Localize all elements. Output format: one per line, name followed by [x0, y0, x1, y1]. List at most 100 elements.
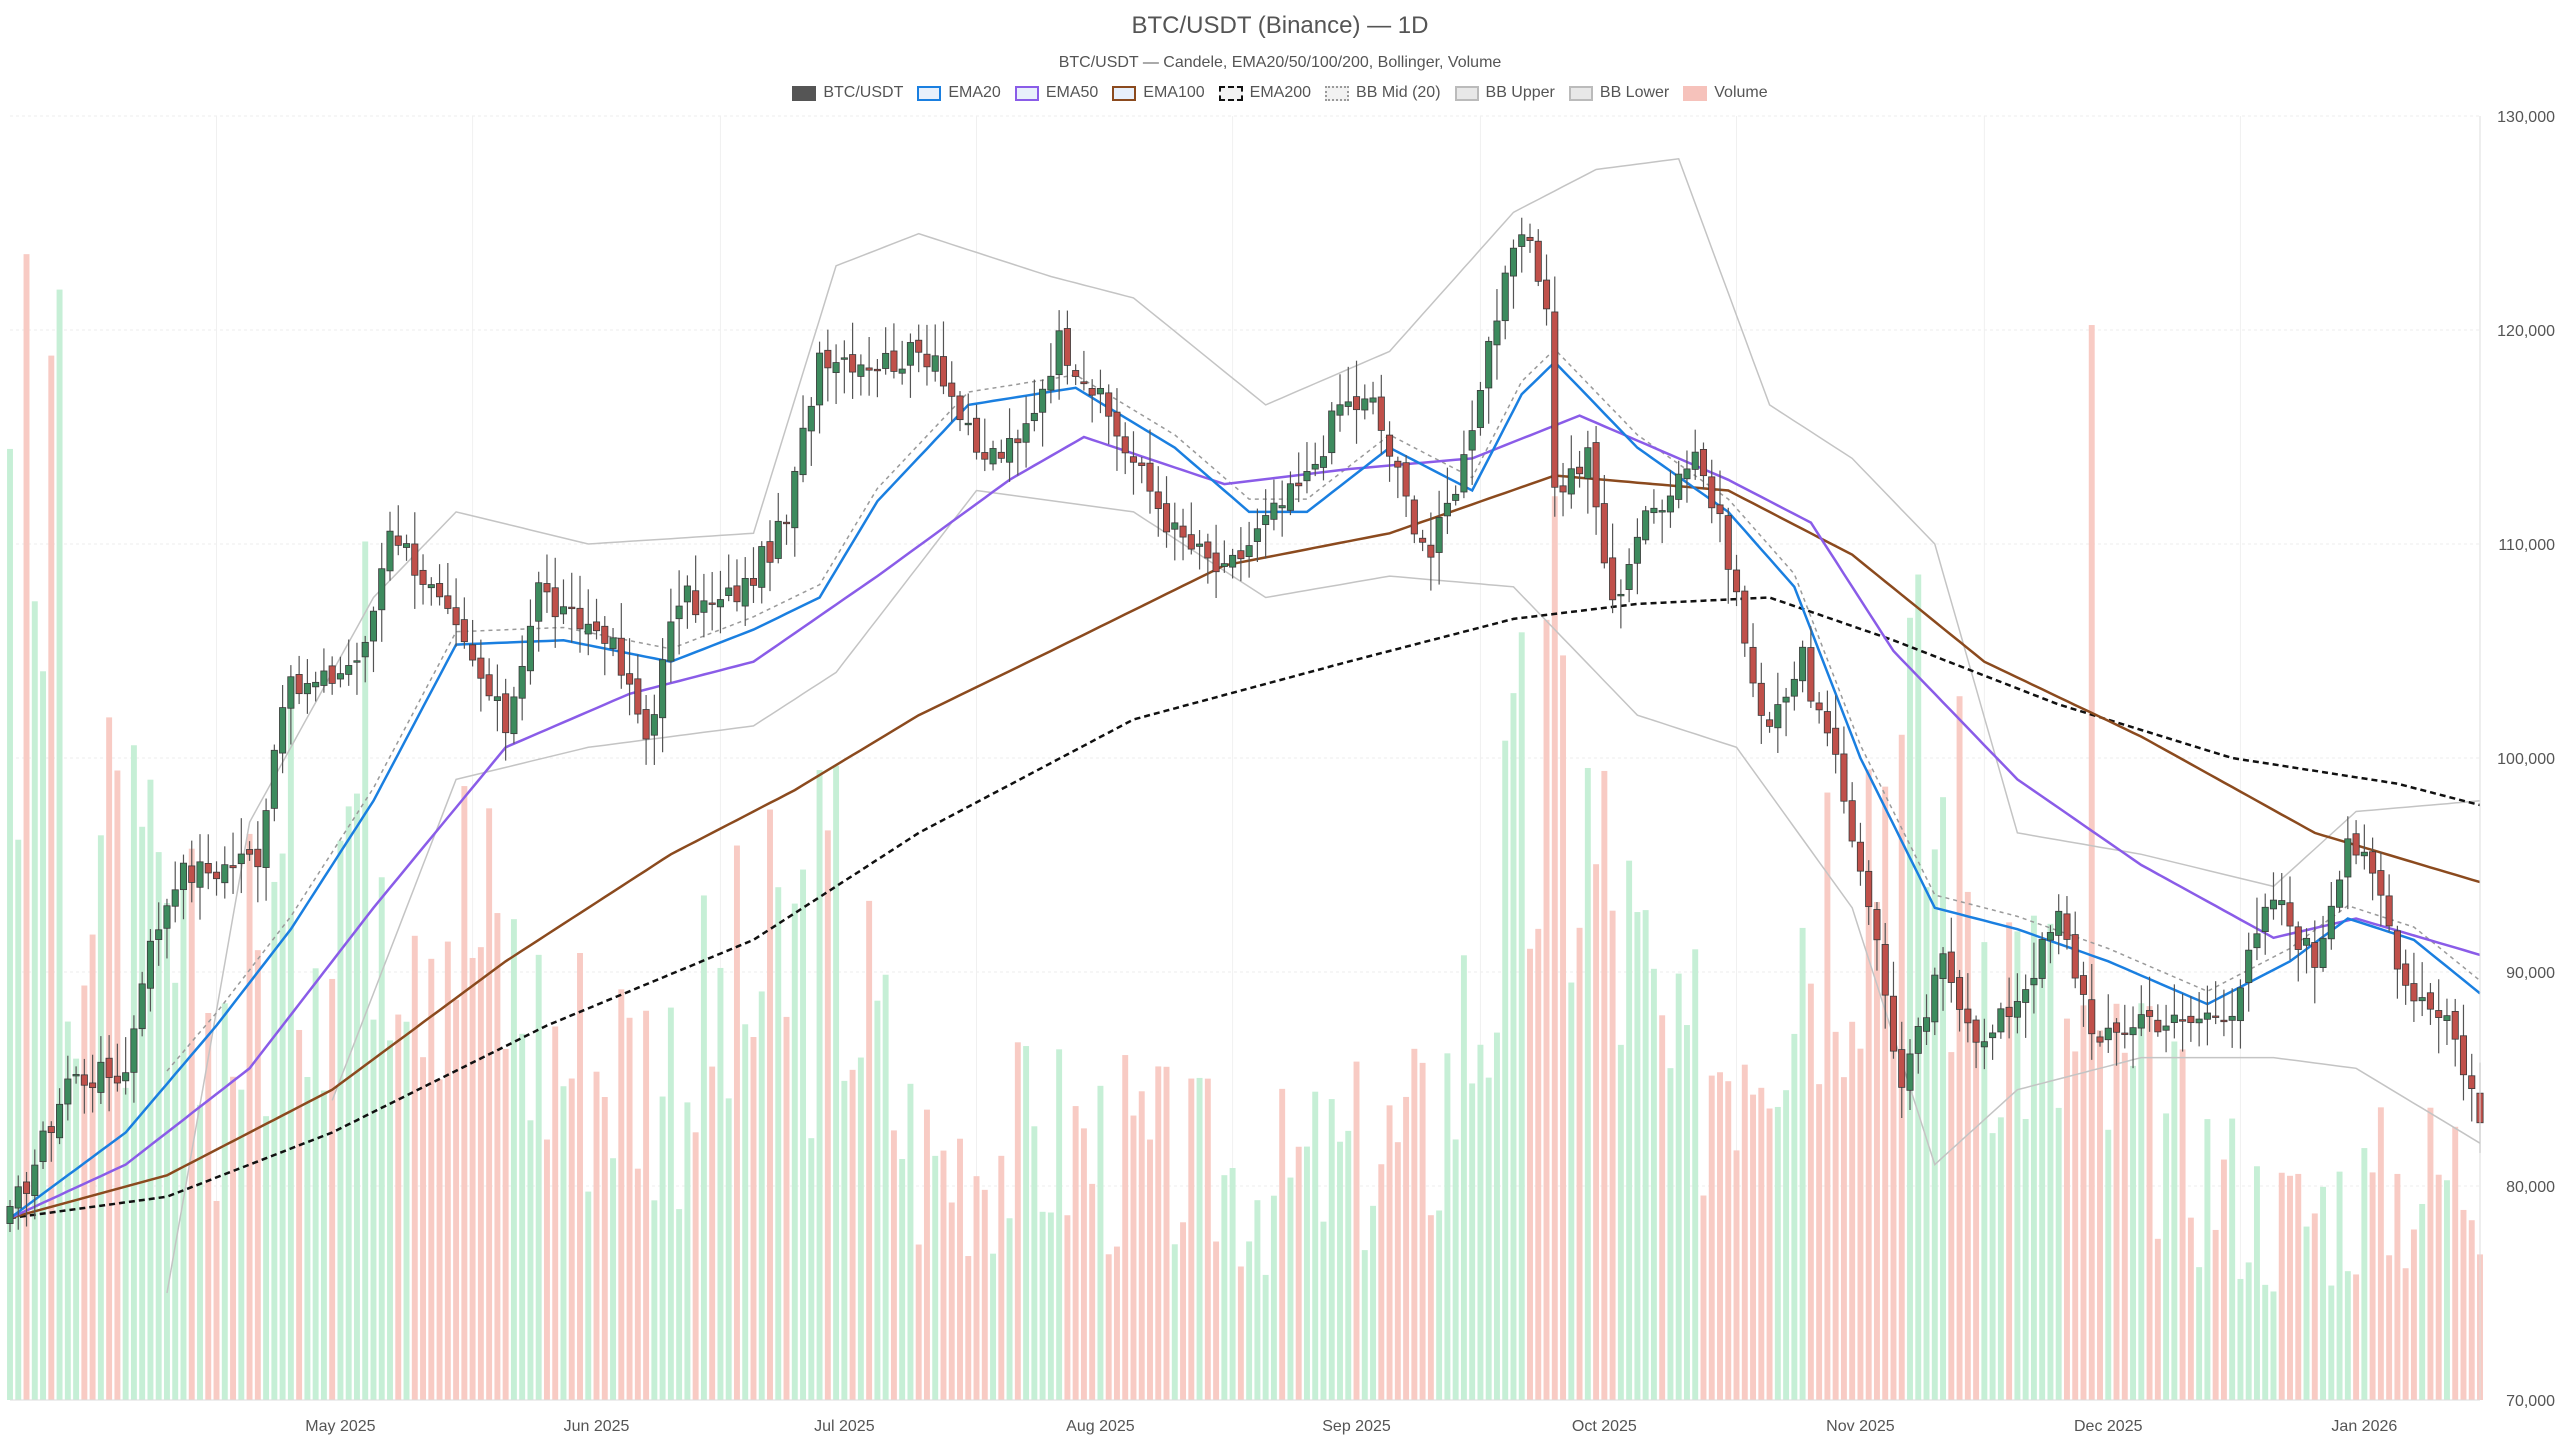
volume-bar — [2270, 1291, 2277, 1400]
candle-body — [1782, 696, 1790, 703]
volume-bar — [2187, 1217, 2194, 1400]
legend-item[interactable]: EMA200 — [1218, 84, 1311, 102]
volume-bar — [172, 982, 179, 1400]
candle-body — [1989, 1032, 1997, 1039]
candle-body — [303, 683, 311, 695]
volume-bar — [2377, 1107, 2384, 1400]
candle-body — [923, 353, 931, 368]
volume-bar — [527, 1120, 534, 1400]
volume-bar — [1915, 574, 1922, 1400]
candle-body — [997, 451, 1005, 459]
volume-bar — [2072, 1051, 2079, 1400]
volume-bar — [48, 355, 55, 1401]
candle-body — [1427, 544, 1435, 558]
candle-body — [2319, 937, 2327, 968]
candle-body — [1889, 995, 1898, 1052]
candle-body — [1559, 485, 1567, 493]
candle-body — [2451, 1010, 2459, 1040]
volume-bar — [915, 1244, 922, 1400]
candle-body — [1650, 507, 1658, 514]
candle-body — [369, 610, 378, 642]
candle-body — [700, 600, 708, 613]
volume-bar — [1964, 891, 1971, 1400]
x-tick-label: Aug 2025 — [1066, 1418, 1135, 1435]
candle-body — [254, 848, 262, 868]
candle-body — [22, 1181, 31, 1194]
legend-item[interactable]: BTC/USDT — [792, 84, 903, 102]
candle-body — [1402, 462, 1410, 497]
volume-bar — [1246, 1241, 1253, 1400]
x-tick-label: Jul 2025 — [814, 1418, 875, 1435]
candle-body — [725, 587, 733, 596]
candle-body — [1452, 493, 1460, 501]
candle-body — [1881, 944, 1889, 996]
legend-label: EMA20 — [948, 84, 1001, 101]
candle-body — [667, 621, 675, 662]
candle-body — [361, 641, 369, 658]
candle-body — [510, 696, 518, 735]
legend-swatch — [1014, 85, 1039, 101]
volume-bar — [1006, 1218, 1013, 1400]
candle-body — [312, 681, 320, 688]
candle-body — [1262, 515, 1270, 526]
y-tick-label: 100,000 — [2497, 751, 2555, 768]
candle-body — [2336, 879, 2344, 908]
volume-bar — [1907, 617, 1913, 1400]
candle-body — [1328, 410, 1336, 454]
volume-bar — [345, 806, 352, 1400]
candle-body — [2154, 1019, 2162, 1033]
legend-item[interactable]: BB Upper — [1454, 84, 1555, 102]
candle-body — [857, 364, 865, 377]
candle-body — [708, 602, 716, 605]
legend-item[interactable]: BB Lower — [1568, 84, 1669, 102]
candle-body — [543, 583, 551, 593]
candle-body — [1146, 462, 1154, 492]
volume-bar — [973, 1176, 980, 1400]
candle-body — [2286, 902, 2294, 927]
volume-bar — [1973, 1034, 1980, 1400]
legend-label: BB Upper — [1485, 84, 1555, 101]
volume-bar — [15, 839, 22, 1400]
volume-bar — [287, 699, 294, 1400]
candle-body — [2377, 870, 2385, 896]
volume-bar — [2039, 959, 2046, 1400]
legend-item[interactable]: EMA20 — [917, 84, 1001, 102]
candle-body — [1253, 528, 1261, 542]
candle-body — [31, 1164, 39, 1196]
candle-body — [394, 535, 402, 546]
volume-bar — [2369, 1172, 2376, 1400]
legend-item[interactable]: EMA50 — [1014, 84, 1099, 102]
volume-bar — [783, 1016, 790, 1400]
candle-body — [1551, 311, 1559, 488]
volume-bar — [2121, 1052, 2128, 1400]
candle-body — [1278, 505, 1286, 509]
legend-item[interactable]: Volume — [1683, 84, 1768, 102]
volume-bar — [81, 985, 88, 1400]
candle-body — [791, 470, 799, 529]
volume-bar — [1931, 849, 1938, 1400]
volume-bar — [2320, 1186, 2327, 1400]
legend-label: EMA50 — [1045, 84, 1099, 101]
volume-bar — [1708, 1075, 1715, 1400]
candle-body — [2253, 933, 2261, 949]
volume-bar — [254, 950, 261, 1400]
volume-bar — [1320, 1221, 1327, 1400]
candle-body — [1352, 396, 1361, 411]
volume-bar — [337, 840, 344, 1400]
volume-bar — [1031, 1126, 1038, 1400]
bb-mid-line — [166, 348, 2481, 1072]
volume-bar — [2460, 1209, 2467, 1400]
candle-body — [1939, 953, 1947, 979]
volume-bar — [1138, 1091, 1145, 1400]
candle-body — [2203, 1012, 2211, 1020]
candle-body — [485, 674, 493, 697]
volume-bar — [461, 786, 468, 1400]
volume-bar — [271, 881, 278, 1400]
candle-body — [799, 427, 807, 476]
volume-bar — [2303, 1226, 2310, 1400]
volume-bar — [2361, 1148, 2368, 1400]
legend-item[interactable]: EMA100 — [1112, 84, 1205, 102]
legend-item[interactable]: BB Mid (20) — [1325, 84, 1441, 102]
candle-body — [6, 1206, 14, 1224]
volume-bar — [1551, 496, 1558, 1400]
